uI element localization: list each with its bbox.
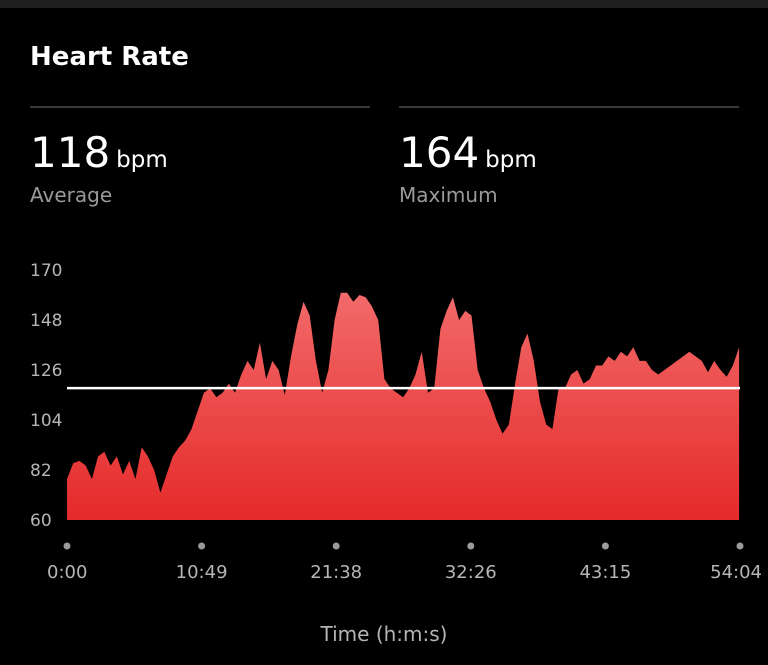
x-tick-label: 0:00 — [47, 562, 87, 583]
x-axis-ticks: 0:00 10:49 21:38 32:26 43:15 54:04 — [47, 542, 762, 583]
maximum-label: Maximum — [399, 183, 498, 207]
y-tick-label: 170 — [30, 261, 62, 281]
x-tick-label: 54:04 — [710, 562, 762, 583]
x-tick-label: 43:15 — [579, 562, 631, 583]
top-edge-bar — [0, 0, 768, 8]
average-stat: 118 bpm Average — [30, 128, 168, 207]
average-value: 118 — [30, 128, 111, 177]
maximum-stat: 164 bpm Maximum — [399, 128, 537, 207]
x-tick-label: 10:49 — [176, 562, 228, 583]
y-tick-label: 126 — [30, 361, 62, 381]
average-unit: bpm — [116, 147, 168, 173]
x-tick-dot — [736, 542, 744, 550]
divider-maximum — [399, 106, 739, 108]
y-tick-label: 82 — [30, 461, 52, 481]
x-tick-label: 32:26 — [445, 562, 497, 583]
x-tick-dot — [601, 542, 609, 550]
x-axis-title: Time (h:m:s) — [320, 622, 448, 646]
x-tick-dot — [332, 542, 340, 550]
average-label: Average — [30, 183, 113, 207]
heart-rate-area — [67, 292, 740, 520]
x-tick-dot — [467, 542, 475, 550]
x-tick-dot — [198, 542, 206, 550]
x-tick-label: 21:38 — [310, 562, 362, 583]
maximum-unit: bpm — [485, 147, 537, 173]
maximum-value: 164 — [399, 128, 480, 177]
y-tick-label: 104 — [30, 411, 62, 431]
heart-rate-chart: 60 82 104 126 148 170 0:00 10:49 21:38 32:26 43:1… — [30, 261, 762, 583]
page-title: Heart Rate — [30, 42, 189, 72]
y-tick-label: 148 — [30, 311, 62, 331]
y-axis-tick-labels: 60 82 104 126 148 170 — [30, 261, 62, 531]
x-tick-dot — [63, 542, 71, 550]
y-tick-label: 60 — [30, 511, 52, 531]
divider-average — [30, 106, 370, 108]
